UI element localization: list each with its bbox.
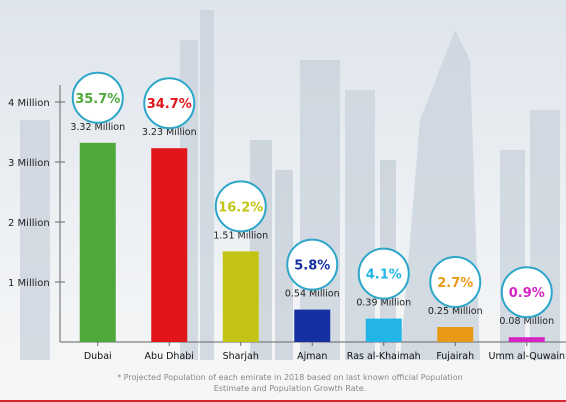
y-tick-label: 1 Million <box>8 278 50 289</box>
y-tick-label: 3 Million <box>8 158 50 169</box>
bar-value-label: 1.51 Million <box>213 230 268 241</box>
y-tick-label: 2 Million <box>8 218 50 229</box>
percent-label: 2.7% <box>437 276 473 291</box>
category-label: Sharjah <box>223 351 259 362</box>
percent-circle <box>143 77 196 130</box>
bar-value-label: 0.08 Million <box>499 316 554 327</box>
percent-label: 34.7% <box>147 97 192 112</box>
bar <box>437 327 474 342</box>
category-label: Fujairah <box>436 351 474 362</box>
y-tick-label: 4 Million <box>8 98 50 109</box>
footnote-line: Estimate and Population Growth Rate. <box>214 384 366 393</box>
percent-label: 4.1% <box>366 268 402 283</box>
percent-label: 0.9% <box>509 286 545 301</box>
percent-circle <box>500 266 553 319</box>
footnote-line: * Projected Population of each emirate i… <box>117 373 462 382</box>
category-label: Umm al-Quwain <box>489 351 565 362</box>
percent-circle <box>214 180 267 233</box>
percent-circle <box>71 71 124 124</box>
category-label: Dubai <box>84 351 112 362</box>
percent-circle <box>429 256 482 308</box>
category-label: Ajman <box>297 351 327 362</box>
percent-label: 35.7% <box>75 92 120 107</box>
bar <box>222 251 259 342</box>
category-label: Abu Dhabi <box>145 351 194 362</box>
bar <box>79 142 116 342</box>
bar <box>294 309 331 342</box>
percent-circle <box>357 247 410 300</box>
bottom-accent-line <box>0 400 566 402</box>
bar <box>508 337 545 342</box>
category-label: Ras al-Khaimah <box>347 351 421 362</box>
bar <box>365 318 402 342</box>
bar-value-label: 0.39 Million <box>356 298 411 309</box>
percent-label: 5.8% <box>294 259 330 274</box>
bar-value-label: 3.23 Million <box>142 127 197 138</box>
percent-label: 16.2% <box>218 200 263 215</box>
bar <box>151 148 188 342</box>
bar-value-label: 0.25 Million <box>428 306 483 317</box>
bar-value-label: 3.32 Million <box>70 122 125 133</box>
bar-value-label: 0.54 Million <box>285 289 340 300</box>
percent-circle <box>286 238 339 291</box>
